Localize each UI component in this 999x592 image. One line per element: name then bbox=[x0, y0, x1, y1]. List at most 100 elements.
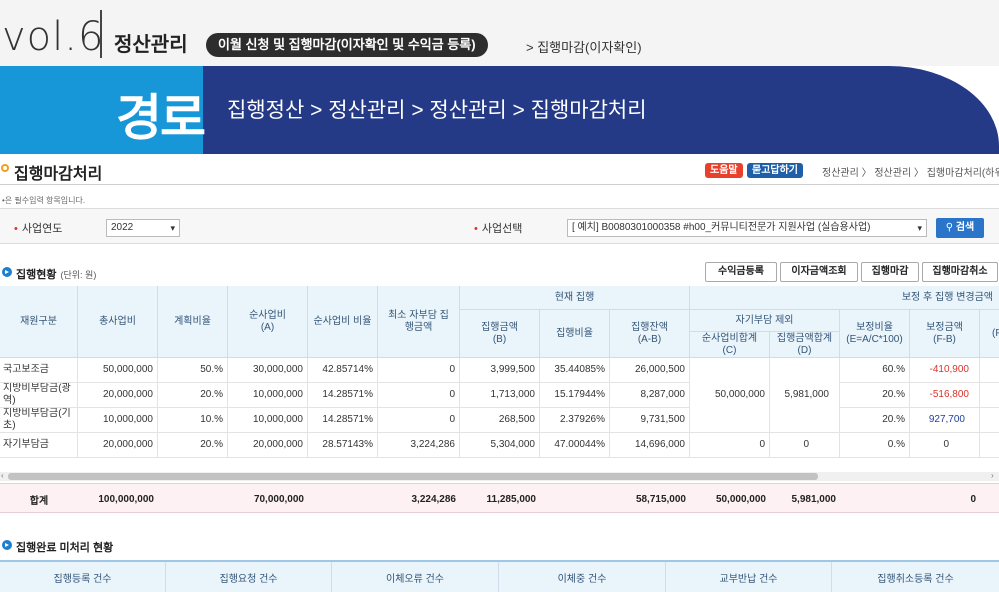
interest-inquiry-button[interactable]: 이자금액조회 bbox=[780, 262, 858, 282]
section-arrow-icon bbox=[2, 267, 12, 277]
col-pending-return: 교부반납 건수 bbox=[666, 562, 832, 592]
totals-exec-sum: 5,981,000 bbox=[791, 493, 837, 505]
title-bullet-icon bbox=[1, 164, 9, 172]
col-plan-ratio: 계획비율 bbox=[158, 286, 228, 358]
col-group-current: 현재 집행 bbox=[460, 286, 690, 310]
close-execution-button[interactable]: 집행마감 bbox=[861, 262, 919, 282]
col-exec-amount: 집행금액 (B) bbox=[460, 310, 540, 358]
col-group-self-excluded: 자기부담 제외 bbox=[690, 310, 840, 332]
row-net: 30,000,000 bbox=[228, 358, 308, 383]
totals-exec-balance: 58,715,000 bbox=[635, 493, 686, 505]
row-exec-balance: 8,287,000 bbox=[610, 383, 690, 408]
col-net-ratio: 순사업비 비율 bbox=[308, 286, 378, 358]
row-source: 지방비부담금(광역) bbox=[0, 383, 78, 408]
row-extra bbox=[980, 433, 999, 458]
col-min-self: 최소 자부담 집행금액 bbox=[378, 286, 460, 358]
row-exec-amount: 1,713,000 bbox=[460, 383, 540, 408]
horizontal-scrollbar[interactable]: ‹ › bbox=[0, 471, 999, 481]
row-corr-amount: 0 bbox=[910, 433, 980, 458]
project-select[interactable]: [ 예치] B0080301000358 #h00_커뮤니티전문가 지원사업 (… bbox=[567, 219, 927, 237]
row-net-ratio: 42.85714% bbox=[308, 358, 378, 383]
merged-net-sum: 50,000,000 bbox=[690, 358, 770, 433]
col-pending-transferring: 이체중 건수 bbox=[499, 562, 666, 592]
row-total: 10,000,000 bbox=[78, 408, 158, 433]
chapter-title: 정산관리 bbox=[114, 34, 188, 56]
row-corr-amount: -410,900 bbox=[910, 358, 980, 383]
path-text-block bbox=[203, 66, 999, 154]
row-net-ratio: 28.57143% bbox=[308, 433, 378, 458]
col-exec-ratio: 집행비율 bbox=[540, 310, 610, 358]
page-title: 집행마감처리 bbox=[14, 166, 103, 183]
row-exec-amount: 3,999,500 bbox=[460, 358, 540, 383]
row-plan-ratio: 20.% bbox=[158, 433, 228, 458]
execution-status-grid: 재원구분 총사업비 계획비율 순사업비 (A) 순사업비 비율 최소 자부담 집… bbox=[0, 286, 999, 590]
col-total: 총사업비 bbox=[78, 286, 158, 358]
row-exec-sum: 0 bbox=[770, 433, 840, 458]
year-select[interactable]: 2022 ▾ bbox=[106, 219, 180, 237]
volume-label: vol.6 bbox=[2, 14, 105, 60]
row-extra bbox=[980, 383, 999, 408]
required-note: •은 필수입력 항목입니다. bbox=[2, 196, 86, 205]
row-exec-ratio: 35.44085% bbox=[540, 358, 610, 383]
revenue-register-button[interactable]: 수익금등록 bbox=[705, 262, 777, 282]
row-net: 10,000,000 bbox=[228, 408, 308, 433]
banner-sub-breadcrumb: > 집행마감(이자확인) bbox=[526, 40, 642, 55]
scrollbar-thumb[interactable] bbox=[8, 473, 818, 480]
row-net-ratio: 14.28571% bbox=[308, 383, 378, 408]
col-net: 순사업비 (A) bbox=[228, 286, 308, 358]
scroll-right-icon[interactable]: › bbox=[991, 471, 994, 480]
totals-label: 합계 bbox=[29, 495, 49, 507]
totals-net: 70,000,000 bbox=[253, 493, 304, 505]
col-exec-balance: 집행잔액 (A-B) bbox=[610, 310, 690, 358]
row-exec-ratio: 15.17944% bbox=[540, 383, 610, 408]
row-total: 20,000,000 bbox=[78, 383, 158, 408]
totals-net-sum: 50,000,000 bbox=[715, 493, 766, 505]
totals-row: 합계 100,000,000 70,000,000 3,224,286 11,2… bbox=[0, 483, 999, 513]
year-select-value: 2022 bbox=[111, 222, 134, 233]
search-icon: ⚲ bbox=[945, 222, 956, 233]
col-pending-requested: 집행요청 건수 bbox=[166, 562, 332, 592]
totals-exec-amount: 11,285,000 bbox=[486, 493, 537, 505]
row-source: 자기부담금 bbox=[0, 433, 78, 458]
col-net-sum: 순사업비합계 (C) bbox=[690, 332, 770, 358]
row-exec-balance: 9,731,500 bbox=[610, 408, 690, 433]
row-min-self: 0 bbox=[378, 408, 460, 433]
row-exec-balance: 26,000,500 bbox=[610, 358, 690, 383]
row-net: 10,000,000 bbox=[228, 383, 308, 408]
row-plan-ratio: 20.% bbox=[158, 383, 228, 408]
row-net: 20,000,000 bbox=[228, 433, 308, 458]
project-label: • 사업선택 bbox=[474, 220, 522, 236]
search-button[interactable]: ⚲ 검색 bbox=[936, 218, 984, 238]
path-label-block bbox=[0, 66, 205, 154]
qna-button[interactable]: 묻고답하기 bbox=[747, 163, 803, 178]
col-corr-amount: 보정금액 (F-B) bbox=[910, 310, 980, 358]
cancel-close-button[interactable]: 집행마감취소 bbox=[922, 262, 998, 282]
row-corr-ratio: 20.% bbox=[840, 383, 910, 408]
row-total: 20,000,000 bbox=[78, 433, 158, 458]
row-corr-ratio: 60.% bbox=[840, 358, 910, 383]
pending-count-header: 집행등록 건수 집행요청 건수 이체오류 건수 이체중 건수 교부반납 건수 집… bbox=[0, 560, 999, 592]
scroll-left-icon[interactable]: ‹ bbox=[1, 471, 4, 480]
row-exec-ratio: 2.37926% bbox=[540, 408, 610, 433]
chevron-down-icon: ▾ bbox=[170, 223, 175, 233]
row-extra bbox=[980, 408, 999, 433]
chevron-down-icon: ▾ bbox=[917, 223, 922, 233]
status-section-title: 집행현황 (단위: 원) bbox=[16, 266, 96, 282]
help-button[interactable]: 도움말 bbox=[705, 163, 743, 178]
path-label: 경로 bbox=[116, 90, 206, 146]
section-arrow-icon bbox=[2, 540, 12, 550]
menu-path: 집행정산 > 정산관리 > 정산관리 > 집행마감처리 bbox=[227, 99, 647, 122]
project-select-value: [ 예치] B0080301000358 #h00_커뮤니티전문가 지원사업 (… bbox=[572, 222, 871, 233]
row-corr-amount: 927,700 bbox=[910, 408, 980, 433]
col-group-after-correction: 보정 후 집행 변경금액 bbox=[690, 286, 999, 310]
merged-exec-sum: 5,981,000 bbox=[770, 358, 840, 433]
col-pending-transfer-error: 이체오류 건수 bbox=[332, 562, 499, 592]
row-net-ratio: 14.28571% bbox=[308, 408, 378, 433]
required-icon: • bbox=[14, 223, 18, 235]
breadcrumb: 정산관리 〉 정산관리 〉 집행마감처리(하위) bbox=[822, 168, 999, 179]
year-label: • 사업연도 bbox=[14, 220, 62, 236]
col-extra: (F bbox=[980, 310, 999, 358]
col-corr-ratio: 보정비율 (E=A/C*100) bbox=[840, 310, 910, 358]
row-corr-ratio: 20.% bbox=[840, 408, 910, 433]
col-source: 재원구분 bbox=[0, 286, 78, 358]
